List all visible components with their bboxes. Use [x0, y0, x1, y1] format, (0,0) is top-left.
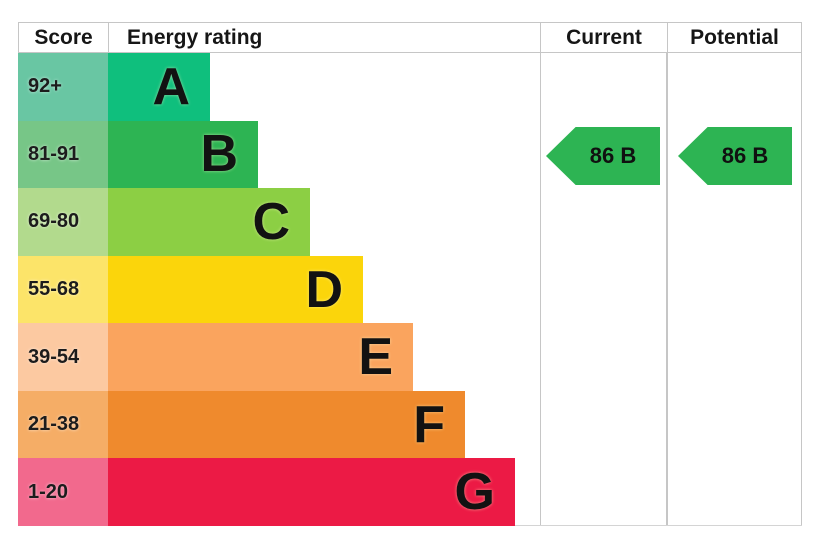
rating-letter: A	[152, 57, 190, 116]
rating-bar: E	[108, 323, 413, 391]
band-row-e: 39-54 E	[18, 323, 540, 391]
band-row-b: 81-91 B	[18, 120, 540, 189]
band-row-d: 55-68 D	[18, 255, 540, 324]
band-row-f: 21-38 F	[18, 390, 540, 459]
band-row-a: 92+ A	[18, 53, 540, 121]
header-current: Current	[540, 22, 667, 53]
current-column	[540, 53, 667, 526]
rating-letter: G	[454, 463, 495, 522]
potential-column	[667, 53, 802, 526]
band-rows: 92+ A 81-91 B 69-80 C 55-68 D 39-54 E 21…	[18, 53, 540, 527]
header-energy-rating: Energy rating	[108, 22, 540, 53]
rating-letter: F	[413, 395, 445, 454]
rating-letter: B	[200, 125, 238, 184]
score-cell: 1-20	[18, 458, 108, 527]
score-cell: 21-38	[18, 390, 108, 459]
current-rating-label: 86 B	[589, 143, 637, 168]
score-cell: 81-91	[18, 120, 108, 189]
rating-bar: B	[108, 120, 258, 189]
rating-bar: D	[108, 255, 363, 324]
score-cell: 55-68	[18, 255, 108, 324]
band-row-g: 1-20 G	[18, 458, 540, 527]
rating-bar: G	[108, 458, 515, 527]
score-cell: 92+	[18, 53, 108, 121]
rating-letter: D	[305, 260, 343, 319]
header-potential: Potential	[667, 22, 802, 53]
rating-bar: F	[108, 390, 465, 459]
rating-letter: E	[358, 328, 393, 387]
header-row: Score Energy rating Current Potential	[18, 22, 802, 53]
band-row-c: 69-80 C	[18, 188, 540, 256]
chart-frame: Score Energy rating Current Potential 92…	[18, 22, 802, 527]
header-score: Score	[18, 22, 108, 53]
score-cell: 39-54	[18, 323, 108, 391]
potential-rating-label: 86 B	[721, 143, 769, 168]
rating-bar: C	[108, 188, 310, 256]
rating-letter: C	[252, 192, 290, 251]
score-cell: 69-80	[18, 188, 108, 256]
rating-bar: A	[108, 53, 210, 121]
